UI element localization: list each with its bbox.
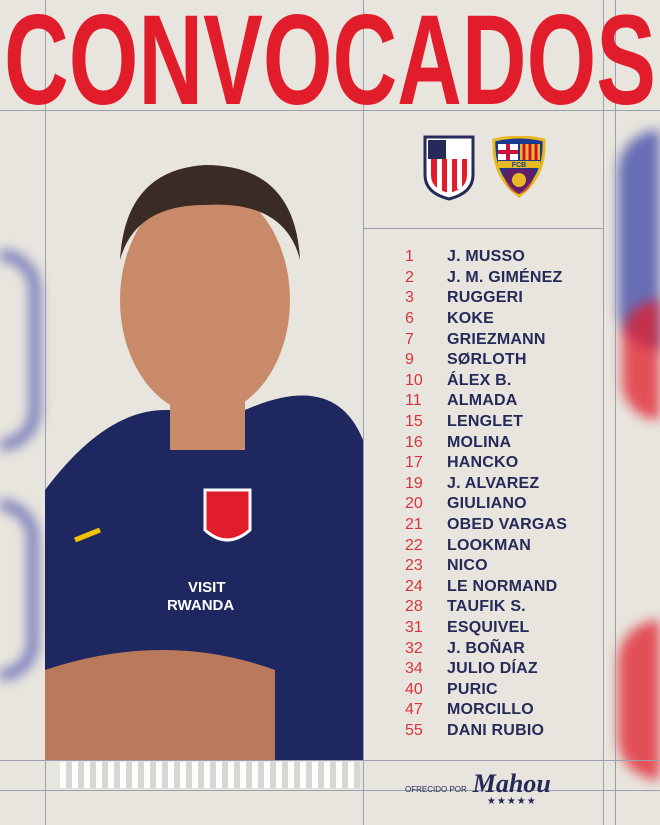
fcb-crest-text: FCB — [512, 162, 526, 169]
sponsor-label: OFRECIDO POR — [405, 785, 467, 794]
list-item: 1 J. MUSSO — [405, 247, 567, 268]
player-name: ESQUIVEL — [447, 618, 530, 636]
player-name: J. ALVAREZ — [447, 474, 540, 492]
list-item: 32 J. BOÑAR — [405, 638, 567, 659]
player-number: 1 — [405, 248, 414, 266]
star-icon: ★★★★★ — [486, 796, 537, 807]
player-name: NICO — [447, 557, 488, 575]
fcb-crest-icon: FCB — [490, 135, 548, 203]
player-name: LOOKMAN — [447, 536, 532, 554]
player-number: 23 — [405, 557, 423, 575]
list-item: 6 KOKE — [405, 309, 567, 330]
list-item: 40 PURIC — [405, 679, 567, 700]
player-number: 34 — [405, 660, 423, 678]
player-name: GIULIANO — [447, 495, 527, 513]
player-name: MORCILLO — [447, 701, 534, 719]
player-number: 21 — [405, 516, 423, 534]
player-number: 28 — [405, 598, 423, 616]
player-number: 19 — [405, 474, 423, 492]
player-number: 24 — [405, 577, 423, 595]
list-item: 55 DANI RUBIO — [405, 721, 567, 742]
player-number: 20 — [405, 495, 423, 513]
player-name: LE NORMAND — [447, 577, 558, 595]
decor-swirl — [618, 620, 660, 780]
player-number: 9 — [405, 351, 414, 369]
shirt-sponsor-line1: VISIT — [188, 579, 226, 596]
list-item: 21 OBED VARGAS — [405, 515, 567, 536]
squad-list: 1 J. MUSSO 2 J. M. GIMÉNEZ 3 RUGGERI 6 KOKE 7 GRI… — [405, 247, 567, 741]
player-number: 22 — [405, 536, 423, 554]
player-name: KOKE — [447, 310, 495, 328]
page-title: CONVOCADOS — [4, 0, 656, 110]
list-item: 10 ÁLEX B. — [405, 371, 567, 392]
list-item: 22 LOOKMAN — [405, 535, 567, 556]
player-name: LENGLET — [447, 413, 524, 431]
list-item: 11 ALMADA — [405, 391, 567, 412]
player-name: ALMADA — [447, 392, 518, 410]
list-item: 2 J. M. GIMÉNEZ — [405, 268, 567, 289]
list-item: 19 J. ALVAREZ — [405, 474, 567, 495]
player-name: MOLINA — [447, 433, 512, 451]
player-name: OBED VARGAS — [447, 516, 568, 534]
list-item: 3 RUGGERI — [405, 288, 567, 309]
player-name: J. M. GIMÉNEZ — [447, 268, 563, 286]
player-number: 3 — [405, 289, 414, 307]
player-name: ÁLEX B. — [447, 371, 512, 389]
decor-swirl — [0, 500, 38, 680]
decor-ticks — [60, 762, 360, 788]
player-number: 2 — [405, 268, 414, 286]
player-number: 17 — [405, 454, 423, 472]
sponsor: OFRECIDO POR Mahou ★★★★★ — [405, 769, 551, 808]
list-item: 15 LENGLET — [405, 412, 567, 433]
player-number: 15 — [405, 413, 423, 431]
coach-photo: VISIT RWANDA — [45, 110, 363, 760]
player-name: JULIO DÍAZ — [447, 660, 538, 678]
page-title-text: CONVOCADOS — [4, 0, 656, 110]
player-number: 32 — [405, 639, 423, 657]
list-item: 47 MORCILLO — [405, 700, 567, 721]
list-item: 34 JULIO DÍAZ — [405, 659, 567, 680]
player-name: TAUFIK S. — [447, 598, 526, 616]
player-name: PURIC — [447, 680, 498, 698]
player-name: SØRLOTH — [447, 351, 527, 369]
sponsor-logo: Mahou — [472, 769, 551, 798]
list-item: 7 GRIEZMANN — [405, 329, 567, 350]
player-number: 55 — [405, 721, 423, 739]
list-item: 9 SØRLOTH — [405, 350, 567, 371]
list-item: 28 TAUFIK S. — [405, 597, 567, 618]
player-number: 10 — [405, 371, 423, 389]
player-number: 47 — [405, 701, 423, 719]
player-name: RUGGERI — [447, 289, 524, 307]
list-item: 20 GIULIANO — [405, 494, 567, 515]
player-number: 40 — [405, 680, 423, 698]
player-number: 7 — [405, 330, 414, 348]
list-item: 17 HANCKO — [405, 453, 567, 474]
list-item: 31 ESQUIVEL — [405, 618, 567, 639]
list-item: 23 NICO — [405, 556, 567, 577]
shirt-sponsor-line2: RWANDA — [167, 597, 234, 614]
player-number: 11 — [405, 392, 422, 410]
player-name: HANCKO — [447, 454, 519, 472]
list-item: 24 LE NORMAND — [405, 577, 567, 598]
atletico-crest-icon — [423, 135, 475, 206]
player-name: J. MUSSO — [447, 248, 526, 266]
player-name: J. BOÑAR — [447, 639, 526, 657]
decor-swirl — [0, 250, 40, 450]
player-number: 31 — [405, 618, 423, 636]
player-name: GRIEZMANN — [447, 330, 546, 348]
list-item: 16 MOLINA — [405, 432, 567, 453]
player-number: 16 — [405, 433, 423, 451]
player-name: DANI RUBIO — [447, 721, 545, 739]
player-number: 6 — [405, 310, 414, 328]
decor-swirl — [622, 300, 660, 420]
